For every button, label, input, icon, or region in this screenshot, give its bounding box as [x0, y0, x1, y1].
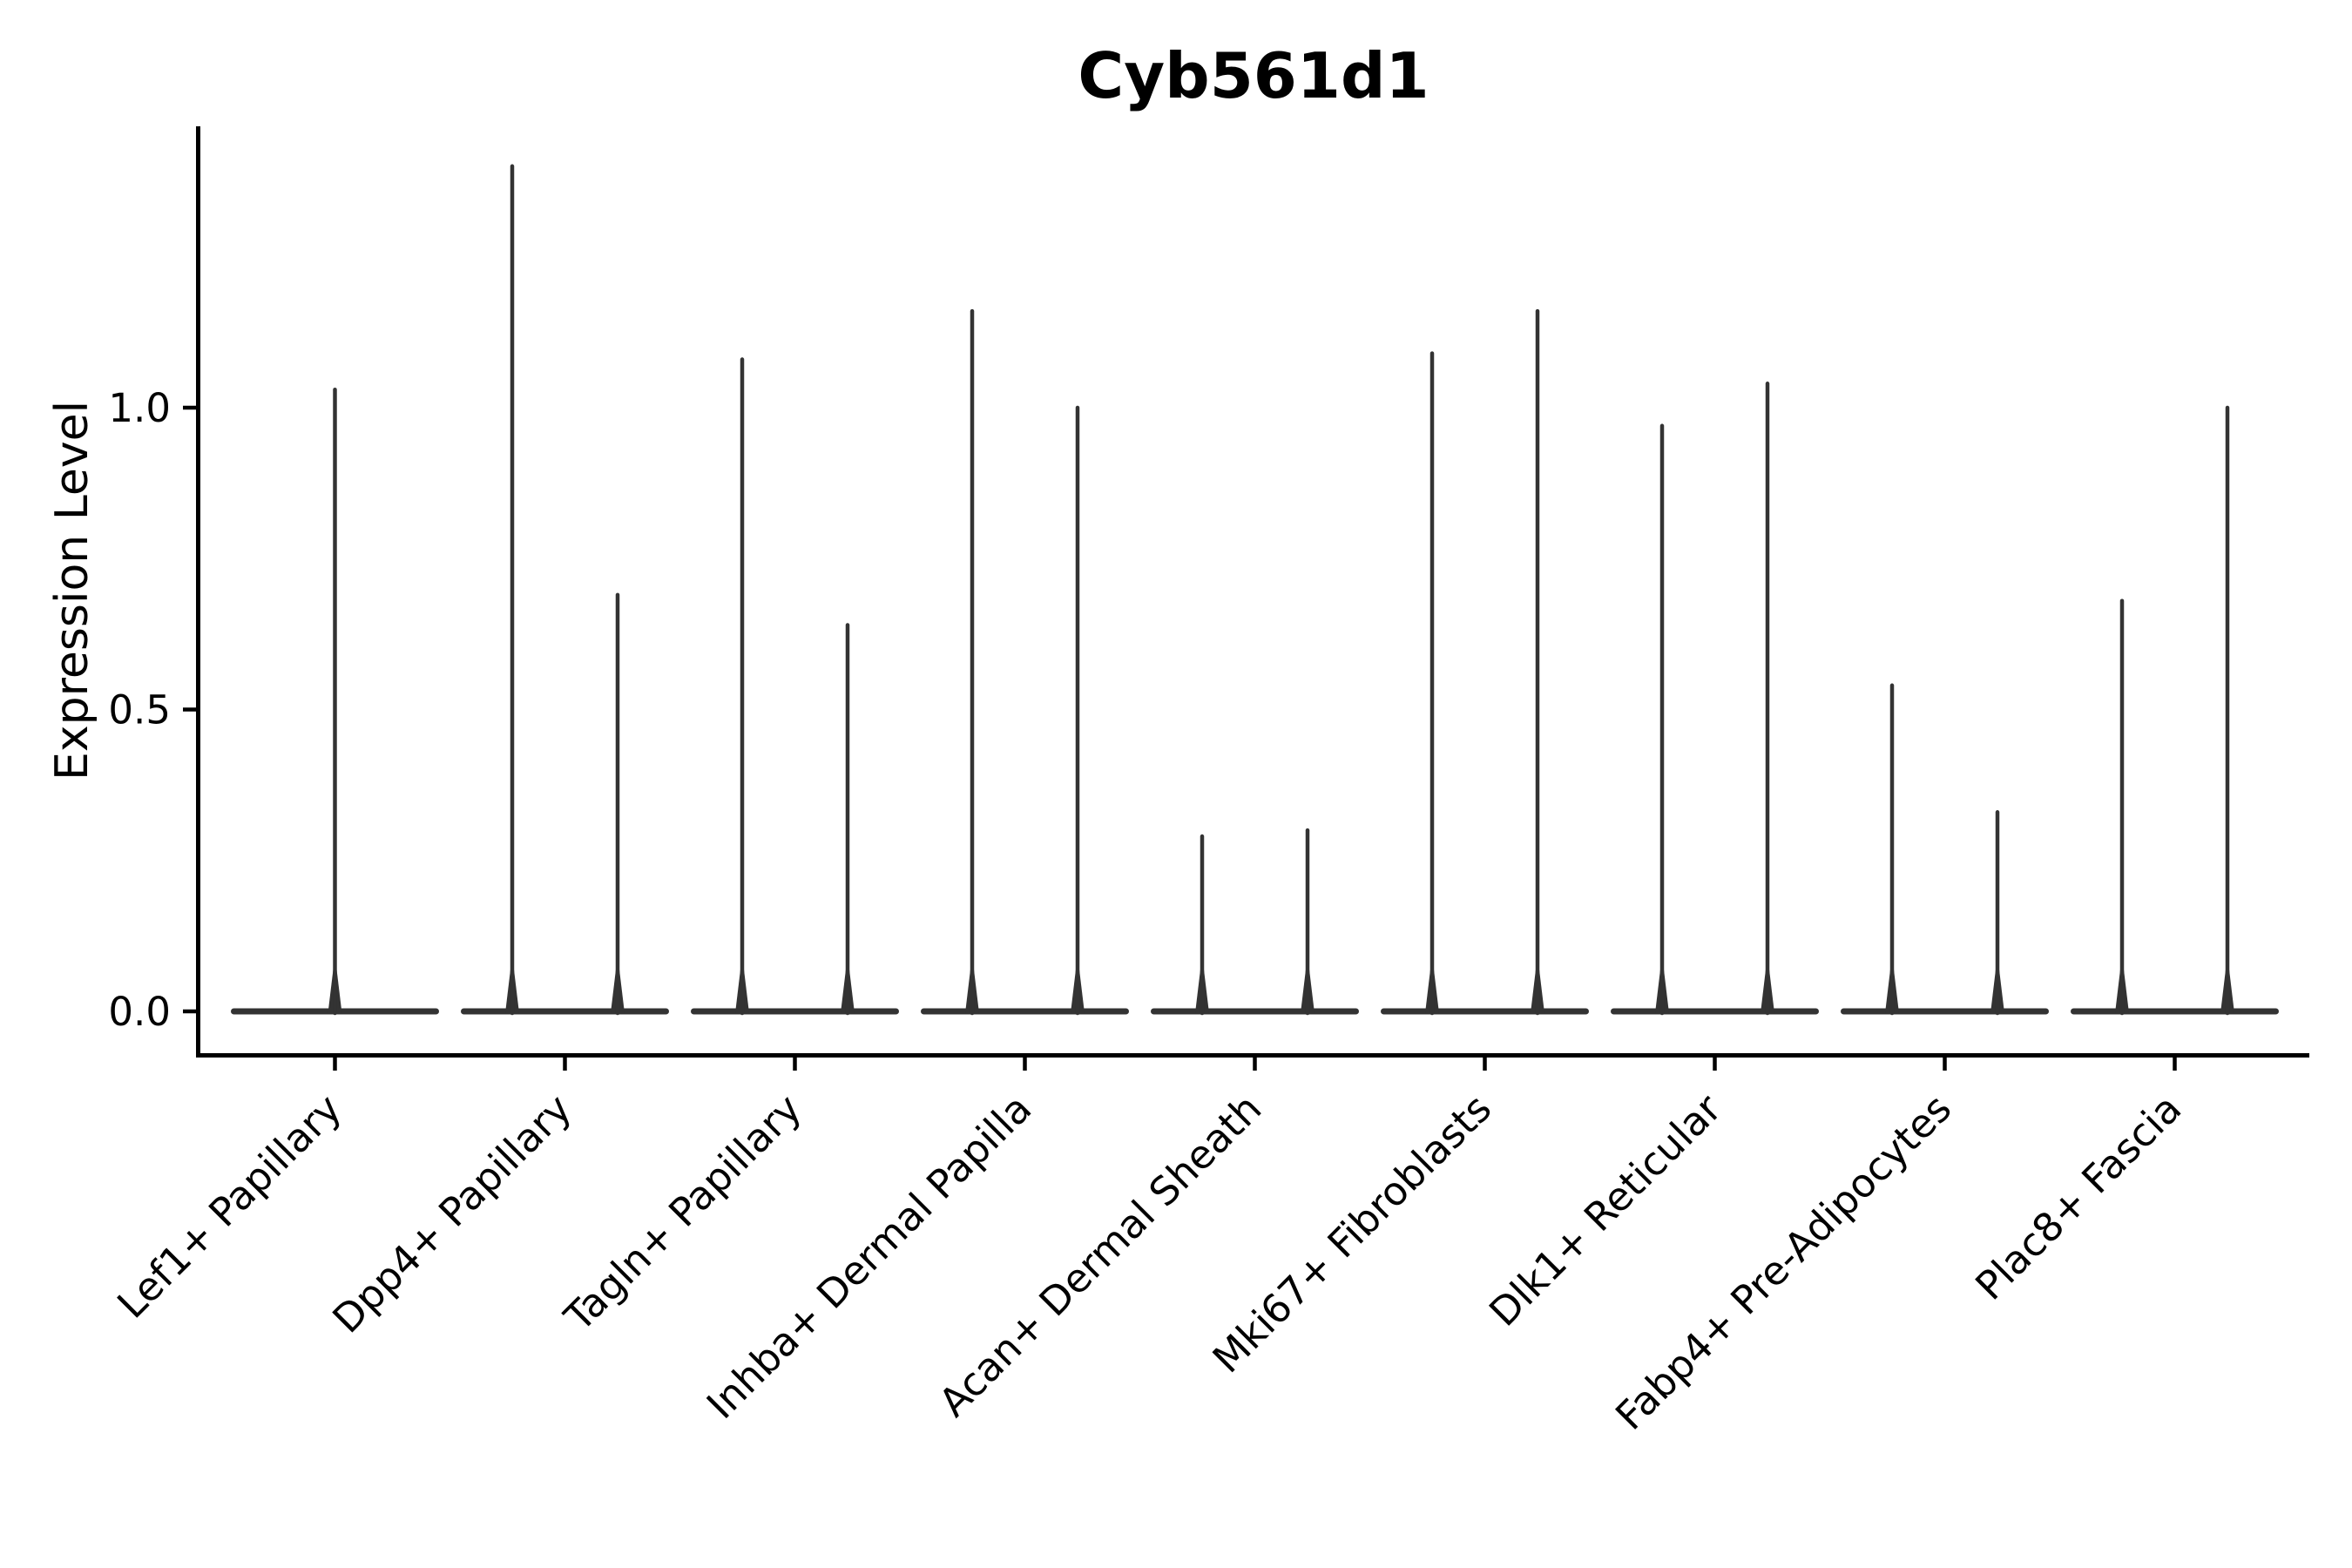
- y-tick-label: 1.0: [108, 385, 171, 431]
- violin-group: [1841, 683, 2049, 1016]
- x-tick-label: Tagln+ Papillary: [555, 1085, 810, 1341]
- x-tick-label: Dpp4+ Papillary: [323, 1085, 580, 1342]
- x-tick-label: Dlk1+ Reticular: [1480, 1085, 1730, 1335]
- violin-group: [1381, 308, 1589, 1016]
- y-tick-label: 0.5: [108, 687, 171, 733]
- violin-group: [691, 357, 899, 1016]
- violin-group: [231, 387, 439, 1016]
- violin-group: [2071, 405, 2279, 1016]
- violin-group: [921, 308, 1129, 1016]
- violin-group: [1151, 828, 1359, 1016]
- x-tick-label: Plac8+ Fascia: [1966, 1085, 2190, 1309]
- y-tick-label: 0.0: [108, 989, 171, 1035]
- violin-group: [1611, 382, 1819, 1016]
- y-axis-label: Expression Level: [46, 401, 98, 781]
- violin-group: [461, 164, 669, 1016]
- x-tick-label: Lef1+ Papillary: [108, 1085, 350, 1328]
- axes-layer: [196, 126, 2309, 1058]
- violins-layer: [231, 164, 2279, 1016]
- chart-title: Cyb561d1: [1078, 39, 1429, 112]
